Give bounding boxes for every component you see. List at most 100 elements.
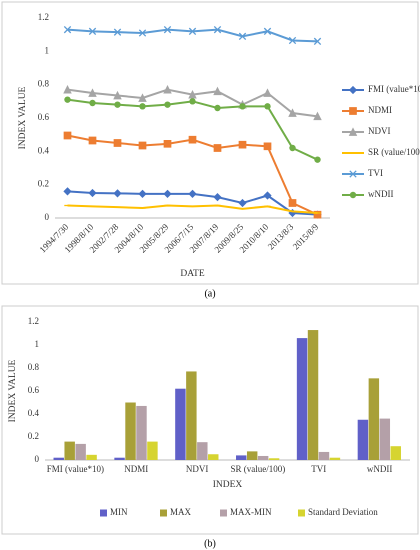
legend-marker xyxy=(349,170,357,178)
marker xyxy=(163,85,172,94)
marker xyxy=(289,144,296,152)
x-tick-label: NDMI xyxy=(124,464,148,474)
legend-label: SR (value/100) xyxy=(368,147,420,157)
bar xyxy=(86,454,97,460)
x-tick-label: TVI xyxy=(311,464,326,474)
bar xyxy=(114,457,125,460)
bar xyxy=(268,458,280,460)
bar xyxy=(197,442,208,460)
marker xyxy=(264,103,271,110)
legend-label: MIN xyxy=(110,507,128,517)
y-tick-label: 0 xyxy=(35,454,40,464)
panel-frame xyxy=(1,305,419,535)
legend-swatch xyxy=(298,509,305,517)
bar xyxy=(175,388,186,460)
legend-label: TVI xyxy=(368,168,383,178)
marker xyxy=(314,156,321,163)
y-tick-label: 0.2 xyxy=(38,179,49,189)
marker xyxy=(113,90,122,100)
marker xyxy=(188,135,197,144)
marker xyxy=(239,103,246,110)
bar xyxy=(357,419,369,460)
marker xyxy=(213,193,222,202)
y-tick-label: 0.4 xyxy=(28,408,40,418)
marker xyxy=(63,187,72,196)
marker xyxy=(313,37,322,45)
legend-marker xyxy=(349,107,357,115)
marker xyxy=(64,96,71,103)
marker xyxy=(189,98,196,105)
marker xyxy=(138,93,147,102)
legend-marker xyxy=(349,191,357,199)
marker xyxy=(138,141,147,150)
y-tick-label: 0.8 xyxy=(38,79,50,89)
legend-label: FMI (value*10) xyxy=(368,84,420,94)
legend-label: Standard Deviation xyxy=(308,507,378,517)
marker xyxy=(164,101,171,108)
marker xyxy=(113,139,122,147)
marker xyxy=(88,27,97,35)
y-tick-label: 0.4 xyxy=(38,145,50,155)
marker xyxy=(163,189,172,198)
y-tick-label: 0.6 xyxy=(38,112,50,122)
y-tick-label: 0.2 xyxy=(28,431,39,441)
legend-swatch xyxy=(100,509,107,517)
line xyxy=(67,98,318,161)
marker xyxy=(238,140,247,149)
y-tick-label: 1.2 xyxy=(38,12,49,22)
bar xyxy=(257,455,269,460)
marker xyxy=(213,86,222,96)
marker xyxy=(89,99,96,107)
marker xyxy=(238,198,247,208)
marker xyxy=(113,28,122,36)
bar xyxy=(125,402,136,460)
bar xyxy=(208,454,219,460)
x-tick-label: FMI (value*10) xyxy=(47,464,104,474)
bar xyxy=(368,378,380,460)
y-tick-label: 1.2 xyxy=(28,316,39,326)
bar xyxy=(246,451,258,460)
marker xyxy=(263,142,272,151)
panel-frame xyxy=(1,1,419,285)
marker xyxy=(288,199,297,207)
bar xyxy=(329,457,341,460)
x-tick-label: 2013/8/3 xyxy=(266,221,296,251)
legend-label: MAX-MIN xyxy=(230,507,272,517)
y-tick-label: 1 xyxy=(35,339,40,349)
legend-label: NDVI xyxy=(368,126,391,136)
marker xyxy=(238,32,247,40)
marker xyxy=(63,85,72,94)
marker xyxy=(163,26,172,34)
caption: (b) xyxy=(204,538,216,549)
marker xyxy=(213,26,222,34)
marker xyxy=(63,26,72,34)
legend-swatch xyxy=(160,509,167,517)
bar xyxy=(64,441,75,460)
bar xyxy=(53,457,64,460)
x-tick-label: wNDII xyxy=(367,464,393,474)
x-tick-label: SR (value/100) xyxy=(231,464,286,474)
marker xyxy=(313,111,322,121)
marker xyxy=(288,36,297,45)
marker xyxy=(138,189,147,198)
marker xyxy=(138,29,147,37)
legend-marker xyxy=(348,85,358,95)
y-tick-label: 0.6 xyxy=(28,385,40,395)
marker xyxy=(188,90,197,99)
marker xyxy=(113,189,122,198)
bar xyxy=(318,451,330,460)
marker xyxy=(188,189,197,198)
line xyxy=(67,134,318,216)
marker xyxy=(88,136,97,145)
y-axis-title: INDEX VALUE xyxy=(18,86,28,149)
bar xyxy=(186,371,197,460)
x-tick-label: 2015/8/9 xyxy=(291,221,321,251)
bar xyxy=(390,446,401,460)
x-axis-title: INDEX xyxy=(213,480,243,490)
bar xyxy=(75,443,86,460)
marker xyxy=(139,103,146,110)
marker xyxy=(263,88,272,97)
marker xyxy=(114,101,121,108)
bar xyxy=(147,441,158,460)
